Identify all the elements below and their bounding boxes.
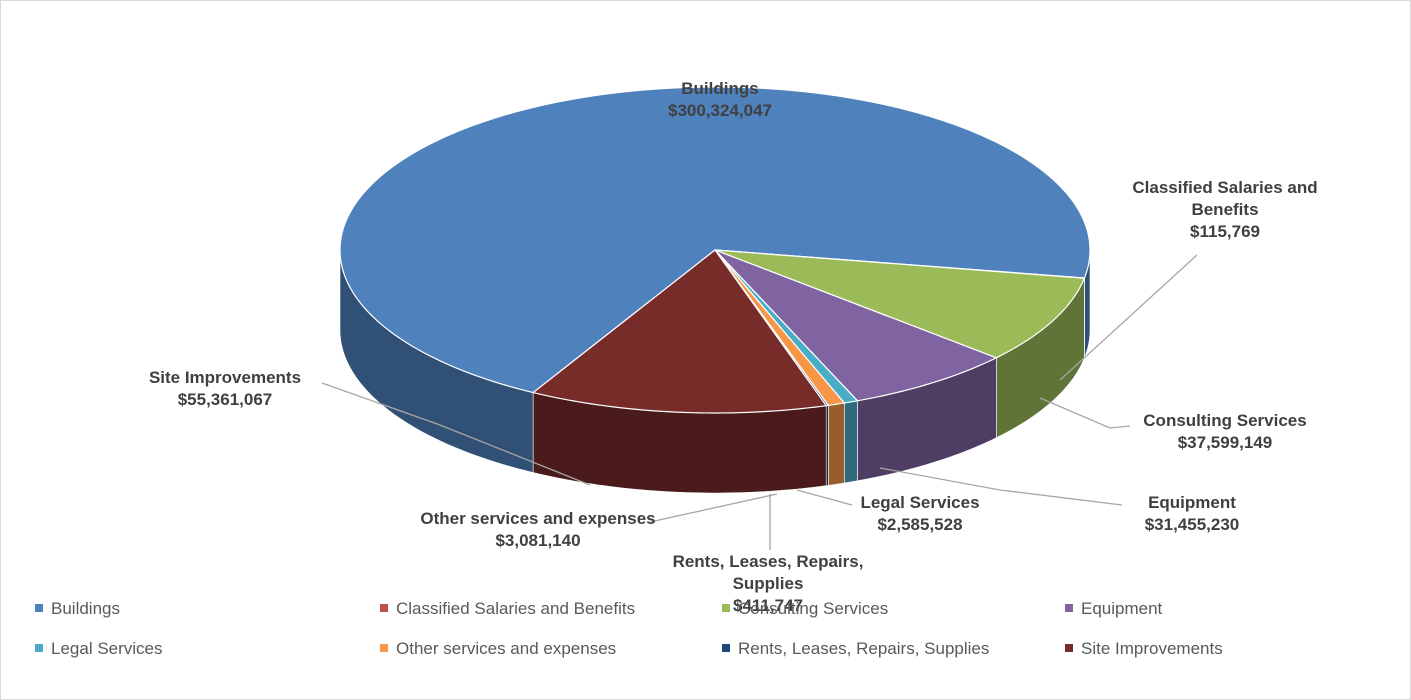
legend-marker <box>1065 603 1073 612</box>
data-label-value: $411,747 <box>733 596 803 615</box>
pie-slice <box>339 86 1091 394</box>
leader-line <box>796 489 853 506</box>
legend-entry: Equipment <box>1065 599 1162 619</box>
pie-slice <box>714 249 1086 359</box>
data-label: Consulting Services $37,599,149 <box>1115 410 1335 454</box>
legend-entry: Classified Salaries and Benefits <box>380 599 635 619</box>
data-label-name: Site Improvements <box>148 368 302 387</box>
legend-label: Classified Salaries and Benefits <box>396 599 636 618</box>
data-label-value: $31,455,230 <box>1144 515 1240 534</box>
data-label-value: $115,769 <box>1190 222 1260 241</box>
leader-line <box>879 467 1123 506</box>
data-label: Classified Salaries and Benefits $115,769 <box>1115 177 1335 243</box>
legend-label: Consulting Services <box>738 599 889 618</box>
legend-marker <box>722 603 730 612</box>
legend-label: Site Improvements <box>1081 639 1223 658</box>
data-label-value: $37,599,149 <box>1177 433 1273 452</box>
data-label: Legal Services $2,585,528 <box>820 492 1020 536</box>
slice-side <box>843 400 858 484</box>
legend-marker <box>35 603 43 612</box>
legend-label: Buildings <box>51 599 120 618</box>
data-label-name: Rents, Leases, Repairs, Supplies <box>672 552 864 593</box>
pie-slice <box>714 249 998 402</box>
legend-label: Rents, Leases, Repairs, Supplies <box>738 639 990 658</box>
legend-marker <box>1065 643 1073 652</box>
leader-line <box>649 493 778 523</box>
legend-marker <box>380 643 388 652</box>
data-label-name: Classified Salaries and Benefits <box>1132 178 1318 219</box>
legend-entry: Buildings <box>35 599 120 619</box>
slice-side <box>825 405 829 487</box>
data-label-name: Other services and expenses <box>420 509 656 528</box>
leader-line <box>1039 397 1131 429</box>
data-label-value: $3,081,140 <box>495 531 581 550</box>
legend-label: Equipment <box>1081 599 1163 618</box>
legend-marker <box>35 643 43 652</box>
legend-marker <box>722 643 730 652</box>
data-label: Site Improvements $55,361,067 <box>105 367 345 411</box>
data-label-value: $300,324,047 <box>668 101 772 120</box>
legend-marker <box>380 603 388 612</box>
leader-line <box>1059 254 1198 381</box>
pie-slice <box>531 249 828 414</box>
data-label: Equipment $31,455,230 <box>1092 492 1292 536</box>
data-label-name: Consulting Services <box>1143 411 1307 430</box>
data-label-name: Equipment <box>1148 493 1236 512</box>
legend-entry: Site Improvements <box>1065 639 1223 659</box>
leader-line <box>321 382 591 486</box>
data-label-value: $55,361,067 <box>177 390 273 409</box>
legend-label: Other services and expenses <box>396 639 617 658</box>
legend-label: Legal Services <box>51 639 163 658</box>
slice-side <box>828 402 845 486</box>
data-label: Rents, Leases, Repairs, Supplies $411,747 <box>643 551 893 617</box>
data-label-value: $2,585,528 <box>877 515 963 534</box>
legend-entry: Legal Services <box>35 639 163 659</box>
legend-entry: Rents, Leases, Repairs, Supplies <box>722 639 989 659</box>
legend-entry: Other services and expenses <box>380 639 616 659</box>
data-label-name: Buildings <box>681 79 759 98</box>
legend-entry: Consulting Services <box>722 599 888 619</box>
data-label: Buildings $300,324,047 <box>610 78 830 122</box>
data-label: Other services and expenses $3,081,140 <box>413 508 663 552</box>
data-label-name: Legal Services <box>860 493 980 512</box>
